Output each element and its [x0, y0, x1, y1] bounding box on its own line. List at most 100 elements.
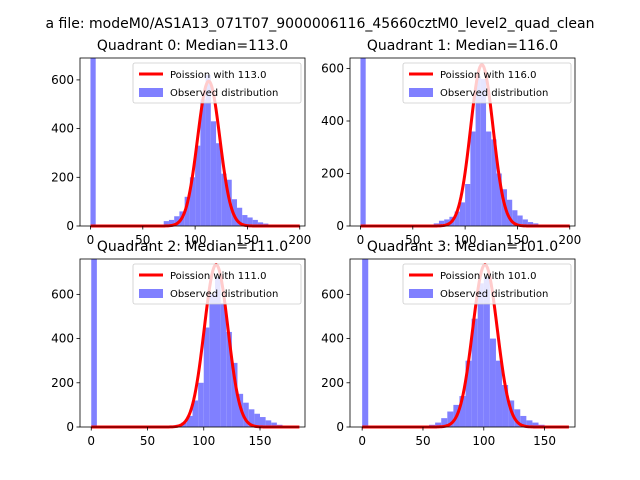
- legend-label: Poission with 113.0: [170, 70, 266, 81]
- y-tick-label: 0: [336, 219, 344, 233]
- legend-label: Observed distribution: [440, 88, 548, 99]
- histogram-bar: [475, 76, 481, 226]
- y-tick-label: 200: [321, 376, 344, 390]
- histogram-bar: [480, 79, 487, 226]
- histogram-bar: [192, 400, 199, 427]
- x-tick-label: 150: [249, 434, 272, 448]
- subplots: 0 50 100 150 200 0 200 400 600 Quadrant 0: Median…: [51, 38, 581, 448]
- x-tick-label: 100: [184, 233, 207, 247]
- y-tick-label: 600: [51, 287, 74, 301]
- y-tick-label: 0: [66, 219, 74, 233]
- histogram-bar: [447, 411, 454, 427]
- histogram-bar: [444, 219, 450, 226]
- y-tick-label: 600: [321, 287, 344, 301]
- histogram-bar: [459, 202, 466, 226]
- legend-label: Observed distribution: [170, 289, 278, 300]
- histogram-bar: [362, 259, 369, 427]
- subplot-1: 0 50 100 150 200 0 200 400 600 Quadrant 1: Median…: [321, 38, 581, 247]
- histogram-bar: [243, 402, 249, 427]
- histogram-bar: [231, 362, 238, 427]
- legend: Poission with 111.0 Observed distribution: [132, 263, 302, 305]
- histogram-bar: [163, 221, 169, 226]
- x-tick-label: 50: [140, 434, 155, 448]
- axes-frame: [349, 258, 576, 428]
- y-tick-label: 400: [321, 332, 344, 346]
- histogram-bar: [260, 417, 266, 427]
- histogram-bar: [209, 294, 215, 427]
- y-tick-label: 600: [321, 62, 344, 76]
- histogram-bar: [181, 422, 187, 427]
- histogram-bar: [195, 145, 201, 226]
- x-tick-label: 200: [288, 233, 311, 247]
- histogram-bar: [459, 396, 466, 427]
- legend-bar-swatch: [139, 289, 163, 298]
- histogram-bar: [486, 131, 492, 226]
- legend-label: Observed distribution: [170, 88, 278, 99]
- histogram-bar: [189, 177, 196, 226]
- histogram-bar: [242, 215, 248, 226]
- histogram-bar: [506, 199, 513, 226]
- histogram-bar: [527, 222, 534, 226]
- histogram-bar: [236, 207, 243, 226]
- histogram-bar: [465, 184, 471, 226]
- subplot-3: 0 50 100 150 0 200 400 600 Quadrant 3: Median=10…: [321, 239, 576, 448]
- y-tick-label: 400: [321, 114, 344, 128]
- y-tick-label: 200: [51, 170, 74, 184]
- histogram-bar: [483, 276, 490, 427]
- x-tick-label: 100: [192, 434, 215, 448]
- histogram-bar: [265, 420, 272, 427]
- histogram-bar: [226, 331, 232, 427]
- x-tick-label: 50: [415, 434, 430, 448]
- histogram-bar: [174, 216, 180, 226]
- histogram-bar: [520, 415, 527, 427]
- histogram-bar: [522, 219, 528, 226]
- histogram-bar: [470, 131, 476, 226]
- subplot-2: 0 50 100 150 0 200 400 600 Quadrant 2: Median=11…: [51, 239, 306, 448]
- x-tick-label: 0: [357, 233, 365, 247]
- histogram-bar: [200, 99, 206, 226]
- y-tick-label: 0: [66, 420, 74, 434]
- histogram-bar: [514, 409, 521, 427]
- legend-bar-swatch: [409, 88, 433, 97]
- legend: Poission with 116.0 Observed distribution: [402, 62, 572, 104]
- histogram-bar: [491, 139, 497, 226]
- histogram-bar: [454, 211, 460, 226]
- axes-frame: [79, 57, 306, 227]
- histogram-bar: [502, 385, 509, 427]
- subplot-title: Quadrant 0: Median=113.0: [97, 38, 288, 54]
- histogram-bar: [271, 422, 277, 427]
- histogram-bar: [220, 303, 227, 427]
- axes-frame: [79, 258, 306, 428]
- legend-label: Observed distribution: [440, 289, 548, 300]
- histogram-bar: [360, 58, 366, 226]
- subplot-title: Quadrant 2: Median=111.0: [97, 239, 288, 255]
- histogram-bar: [215, 276, 221, 427]
- histogram-bar: [205, 75, 211, 226]
- histogram-bar: [216, 143, 222, 226]
- x-tick-label: 100: [454, 233, 477, 247]
- histogram-bar: [90, 58, 96, 226]
- subplot-title: Quadrant 3: Median=101.0: [367, 239, 558, 255]
- histogram-bar: [203, 327, 210, 427]
- histogram-bar: [210, 121, 217, 226]
- histogram-bar: [247, 217, 253, 226]
- legend-bar-swatch: [409, 289, 433, 298]
- legend: Poission with 113.0 Observed distribution: [132, 62, 302, 104]
- x-tick-label: 0: [87, 434, 95, 448]
- histogram-bar: [254, 413, 260, 427]
- histogram-bar: [168, 219, 175, 226]
- legend-label: Poission with 111.0: [170, 271, 266, 282]
- x-tick-label: 150: [236, 233, 259, 247]
- histogram-bar: [441, 418, 448, 427]
- y-tick-label: 600: [51, 73, 74, 87]
- histogram-bar: [489, 338, 496, 427]
- subplot-title: Quadrant 1: Median=116.0: [367, 38, 558, 54]
- histogram-bar: [186, 415, 193, 427]
- histogram-bar: [532, 422, 539, 427]
- histogram-bar: [198, 382, 204, 427]
- histogram-bar: [248, 409, 255, 427]
- y-tick-label: 400: [51, 332, 74, 346]
- histogram-bar: [477, 283, 484, 427]
- legend-bar-swatch: [139, 88, 163, 97]
